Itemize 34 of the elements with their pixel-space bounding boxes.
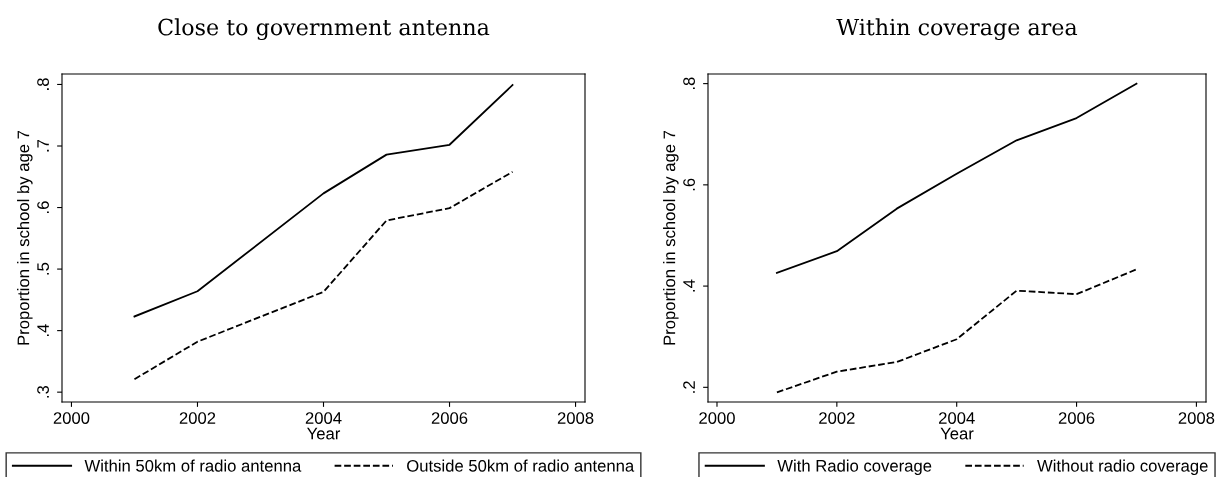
- y-axis-title: Proportion in school by age 7: [17, 130, 33, 345]
- chart-title: Within coverage area: [836, 18, 1078, 41]
- x-tick-label: 2002: [819, 412, 855, 424]
- x-tick-label: 2008: [1178, 412, 1215, 424]
- y-tick-label: .3: [37, 385, 49, 398]
- y-tick-label: .2: [683, 381, 695, 393]
- legend-label: Without radio coverage: [1037, 459, 1208, 476]
- chart-title: Close to government antenna: [158, 18, 490, 41]
- x-tick-label: 2008: [557, 412, 594, 424]
- x-tick-label: 2004: [939, 412, 975, 424]
- x-tick-label: 2004: [305, 412, 342, 424]
- x-axis-title: Year: [307, 427, 341, 440]
- legend-label: Within 50km of radio antenna: [84, 459, 302, 472]
- y-tick-label: .4: [683, 279, 695, 292]
- y-tick-label: .6: [683, 178, 695, 191]
- x-tick-label: 2002: [179, 412, 216, 424]
- y-tick-label: .8: [37, 78, 49, 90]
- x-axis-title: Year: [940, 427, 974, 440]
- line-series: [776, 268, 1138, 394]
- x-tick-label: 2000: [699, 412, 735, 424]
- x-tick-label: 2006: [1058, 412, 1095, 424]
- y-tick-label: .4: [37, 324, 49, 337]
- y-tick-label: .5: [37, 262, 49, 275]
- x-tick-label: 2000: [53, 412, 90, 424]
- line-series: [776, 82, 1138, 274]
- y-tick-label: .7: [37, 139, 49, 152]
- line-series: [133, 170, 514, 381]
- y-tick-label: .6: [37, 201, 49, 213]
- y-tick-label: .8: [683, 77, 695, 90]
- legend-label: With Radio coverage: [777, 459, 932, 476]
- x-tick-label: 2006: [431, 412, 468, 424]
- legend-label: Outside 50km of radio antenna: [407, 459, 635, 472]
- line-series: [133, 84, 514, 318]
- y-axis-title: Proportion in school by age 7: [663, 130, 679, 345]
